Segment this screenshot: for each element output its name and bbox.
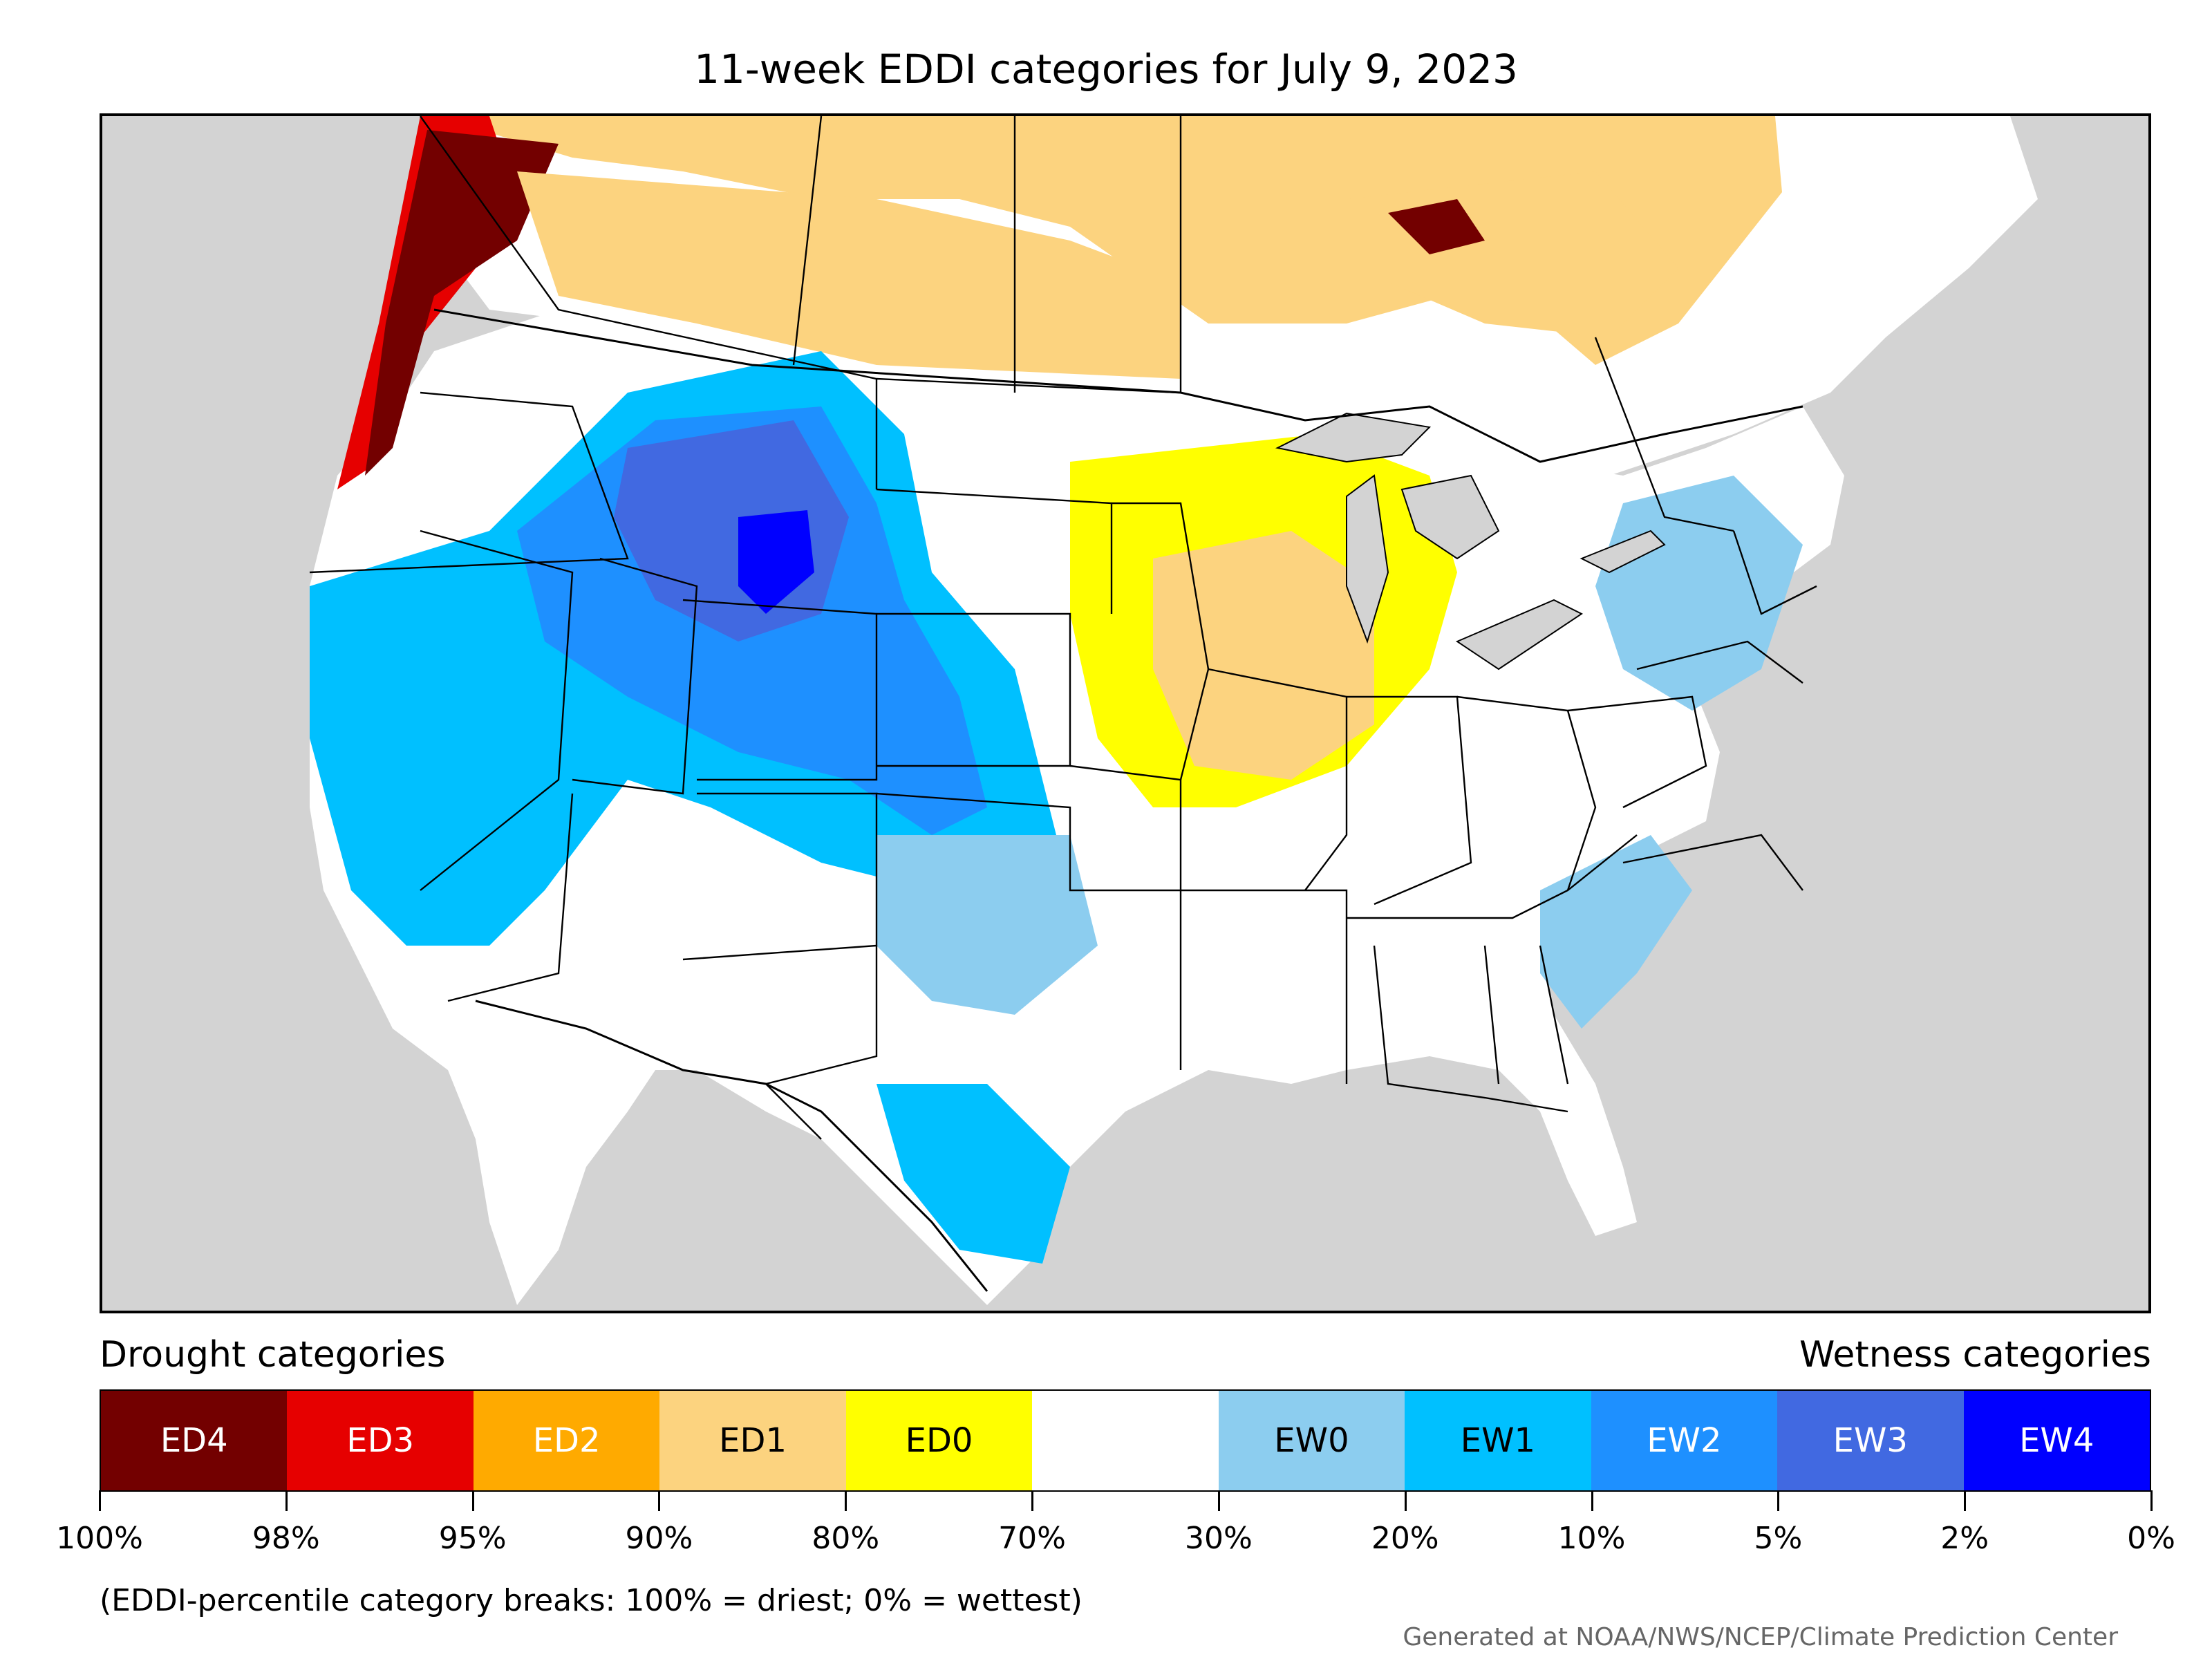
us-mexico-border — [475, 1000, 988, 1292]
colorbar-tick — [99, 1490, 101, 1511]
colorbar-cell-ew4: EW4 — [1963, 1391, 2150, 1490]
drought-categories-header: Drought categories — [100, 1334, 446, 1376]
colorbar-tick-label: 20% — [1371, 1521, 1439, 1556]
great-lakes — [1275, 412, 1666, 671]
colorbar-cell-ew0: EW0 — [1218, 1391, 1405, 1490]
wetness-categories-header: Wetness categories — [1799, 1334, 2151, 1376]
wyoming-ew4 — [738, 510, 814, 614]
eddi-map-canvas — [102, 116, 2148, 1311]
colorbar-tick — [1964, 1490, 1967, 1511]
colorbar-cell-ed3: ED3 — [287, 1391, 474, 1490]
colorbar-tick-label: 5% — [1754, 1521, 1803, 1556]
colorbar-tick-label: 2% — [1940, 1521, 1989, 1556]
colorbar-tick-label: 70% — [998, 1521, 1066, 1556]
colorbar-tick-label: 95% — [438, 1521, 507, 1556]
colorbar-cell-ed1: ED1 — [659, 1391, 846, 1490]
southern-plains-wet — [877, 835, 1098, 1015]
colorbar-tick — [471, 1490, 474, 1511]
colorbar-tick — [658, 1490, 661, 1511]
colorbar-tick — [285, 1490, 288, 1511]
colorbar-tick-label: 100% — [56, 1521, 143, 1556]
pacific-northwest-ed4 — [365, 130, 559, 476]
colorbar-cell-ed4: ED4 — [101, 1391, 288, 1490]
colorbar-tick-label: 90% — [625, 1521, 693, 1556]
map-title: 11-week EDDI categories for July 9, 2023 — [694, 46, 1518, 93]
colorbar-tick-label: 80% — [812, 1521, 880, 1556]
colorbar-tick — [1031, 1490, 1034, 1511]
colorbar-cell-ed2: ED2 — [473, 1391, 660, 1490]
eddi-map — [100, 113, 2151, 1313]
texas-wet — [877, 1084, 1070, 1264]
colorbar-tick — [2150, 1490, 2153, 1511]
colorbar-tick — [845, 1490, 847, 1511]
colorbar-cell-ew2: EW2 — [1591, 1391, 1778, 1490]
colorbar-cell-ew3: EW3 — [1777, 1391, 1964, 1490]
category-colorbar: ED4 ED3 ED2 ED1 ED0 EW0 EW1 EW2 EW3 EW4 — [100, 1389, 2151, 1492]
colorbar-tick — [1591, 1490, 1593, 1511]
colorbar-tick-label: 30% — [1185, 1521, 1253, 1556]
colorbar-tick-label: 10% — [1557, 1521, 1626, 1556]
southeast-ew0 — [1540, 835, 1692, 1029]
colorbar-tick — [1217, 1490, 1220, 1511]
colorbar-tick — [1777, 1490, 1780, 1511]
canada-shaded-band — [434, 116, 1782, 365]
colorbar-tick-label: 98% — [252, 1521, 320, 1556]
colorbar-cell-ed0: ED0 — [845, 1391, 1033, 1490]
colorbar-tick-label: 0% — [2127, 1521, 2175, 1556]
colorbar-cell-ew1: EW1 — [1405, 1391, 1591, 1490]
category-breaks-note: (EDDI-percentile category breaks: 100% =… — [100, 1583, 1082, 1618]
midwest-ed1 — [1153, 531, 1374, 780]
us-canada-border — [433, 308, 1803, 463]
colorbar-tick — [1404, 1490, 1407, 1511]
state-boundaries — [309, 116, 1817, 1140]
ontario-ed4 — [1388, 199, 1485, 254]
colorbar-cell-none — [1032, 1391, 1219, 1490]
colorbar-ticks — [99, 1490, 2153, 1518]
credit-line: Generated at NOAA/NWS/NCEP/Climate Predi… — [1403, 1623, 2118, 1651]
